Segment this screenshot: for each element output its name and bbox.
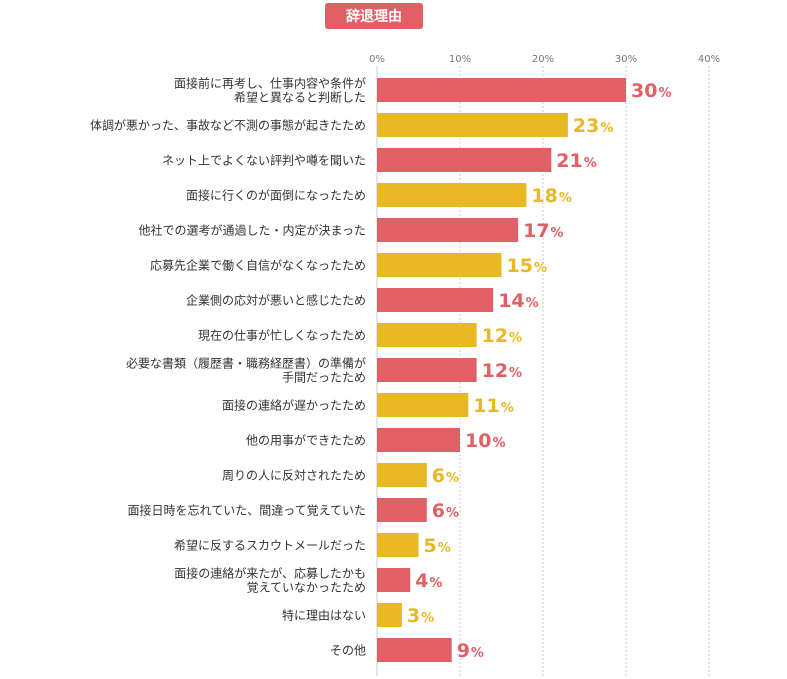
category-label: 面接の連絡が遅かったため	[222, 398, 366, 413]
category-label: 他社での選考が通過した・内定が決まった	[138, 223, 366, 238]
x-tick-label: 30%	[615, 54, 637, 65]
value-label: 4%	[415, 570, 442, 592]
category-label: 周りの人に反対されたため	[222, 469, 366, 483]
x-tick-label: 20%	[532, 54, 554, 65]
bar	[377, 218, 519, 242]
bar	[377, 393, 469, 417]
category-label: 他の用事ができたため	[246, 433, 366, 448]
value-label: 6%	[432, 465, 459, 487]
bar	[377, 148, 552, 172]
category-label: 面接に行くのが面倒になったため	[186, 188, 366, 203]
category-label: その他	[330, 644, 366, 658]
chart-title-bg	[325, 3, 423, 29]
category-label: 現在の仕事が忙しくなったため	[198, 328, 366, 343]
x-tick-label: 10%	[449, 54, 471, 65]
category-label: 特に理由はない	[282, 608, 366, 623]
value-label: 15%	[507, 255, 547, 277]
category-label: ネット上でよくない評判や噂を聞いた	[162, 153, 366, 168]
value-label: 23%	[573, 115, 613, 137]
value-label: 17%	[523, 220, 563, 242]
value-label: 3%	[407, 605, 434, 627]
bar	[377, 288, 494, 312]
value-label: 11%	[473, 395, 513, 417]
bar	[377, 78, 626, 102]
bar	[377, 428, 460, 452]
value-label: 10%	[465, 430, 505, 452]
bar	[377, 183, 527, 207]
bar	[377, 253, 502, 277]
value-label: 9%	[457, 640, 484, 662]
value-label: 12%	[482, 325, 522, 347]
category-label: 面接前に再考し、仕事内容や条件が希望と異なると判断した	[174, 76, 366, 105]
x-tick-label: 0%	[369, 54, 385, 65]
bar	[377, 463, 427, 487]
category-label: 必要な書類（履歴書・職務経歴書）の準備が手間だったため	[126, 356, 366, 385]
category-label: 面接日時を忘れていた、間違って覚えていた	[128, 503, 366, 518]
value-label: 6%	[432, 500, 459, 522]
value-label: 12%	[482, 360, 522, 382]
category-label: 応募先企業で働く自信がなくなったため	[150, 258, 366, 273]
value-label: 18%	[531, 185, 571, 207]
bar	[377, 533, 419, 557]
value-label: 14%	[498, 290, 538, 312]
bar	[377, 498, 427, 522]
bar	[377, 358, 477, 382]
category-label: 面接の連絡が来たが、応募したかも覚えていなかったため	[174, 566, 366, 595]
bar	[377, 638, 452, 662]
value-label: 30%	[631, 80, 671, 102]
chart-title-text: 辞退理由	[346, 8, 402, 25]
category-label: 希望に反するスカウトメールだった	[174, 538, 366, 553]
bar	[377, 113, 568, 137]
chart-title: 辞退理由	[325, 3, 423, 29]
value-label: 21%	[556, 150, 596, 172]
bar	[377, 323, 477, 347]
category-label: 体調が悪かった、事故など不測の事態が起きたため	[90, 118, 366, 133]
bar	[377, 568, 411, 592]
bar	[377, 603, 402, 627]
value-label: 5%	[424, 535, 451, 557]
category-label: 企業側の応対が悪いと感じたため	[186, 293, 366, 308]
x-tick-label: 40%	[698, 54, 720, 65]
